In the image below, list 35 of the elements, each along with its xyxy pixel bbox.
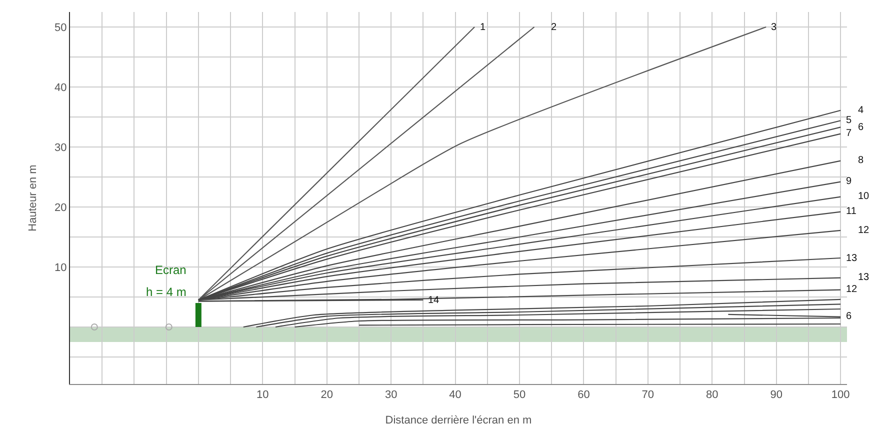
x-tick-label: 90 — [770, 389, 782, 402]
x-tick-label: 100 — [831, 389, 850, 402]
y-axis-title: Hauteur en m — [27, 164, 40, 232]
series-label: 13 — [846, 253, 858, 264]
series-label: 11 — [846, 206, 857, 217]
series-label: 1 — [480, 22, 486, 33]
series-label: 2 — [551, 22, 557, 33]
x-tick-label: 20 — [320, 389, 333, 402]
x-axis-title: Distance derrière l'écran en m — [385, 414, 532, 426]
series-label: 6 — [858, 122, 864, 133]
y-tick-label: 50 — [54, 22, 67, 34]
series-label: 12 — [846, 284, 858, 295]
annotation: h = 4 m — [146, 285, 186, 299]
y-tick-label: 40 — [54, 82, 67, 94]
x-tick-label: 60 — [578, 389, 590, 402]
series-label: 13 — [858, 272, 870, 283]
x-tick-label: 40 — [449, 389, 462, 402]
x-tick-label: 70 — [642, 389, 654, 402]
x-tick-label: 30 — [384, 389, 398, 402]
x-tick-label: 80 — [706, 389, 718, 402]
series-label: 4 — [858, 105, 864, 116]
x-tick-label: 10 — [256, 389, 269, 402]
series-label: 7 — [846, 128, 852, 139]
y-tick-label: 20 — [54, 202, 67, 214]
series-label: 3 — [771, 22, 777, 33]
series-label: 5 — [846, 115, 852, 126]
series-label: 8 — [858, 155, 864, 166]
series-label: 12 — [858, 225, 870, 236]
series-label: 9 — [846, 176, 852, 187]
y-tick-label: 30 — [54, 142, 67, 154]
annotation: Ecran — [155, 263, 186, 277]
x-tick-label: 50 — [513, 389, 526, 402]
series-label: 6 — [846, 311, 852, 322]
series-label: 10 — [858, 191, 870, 202]
y-tick-label: 10 — [54, 262, 67, 274]
